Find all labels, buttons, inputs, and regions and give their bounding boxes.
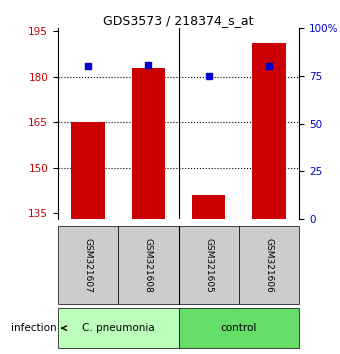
- Text: GSM321607: GSM321607: [84, 238, 92, 292]
- Bar: [178, 225, 239, 304]
- Text: infection: infection: [11, 323, 56, 333]
- Text: GSM321608: GSM321608: [144, 238, 153, 292]
- Bar: [58, 308, 178, 348]
- Bar: [71, 122, 105, 219]
- Text: control: control: [221, 323, 257, 333]
- Text: C. pneumonia: C. pneumonia: [82, 323, 154, 333]
- Text: GSM321606: GSM321606: [265, 238, 273, 292]
- Bar: [58, 225, 118, 304]
- Bar: [192, 195, 225, 219]
- Bar: [178, 308, 299, 348]
- Bar: [239, 225, 299, 304]
- Title: GDS3573 / 218374_s_at: GDS3573 / 218374_s_at: [103, 14, 254, 27]
- Text: GSM321605: GSM321605: [204, 238, 213, 292]
- Bar: [118, 225, 178, 304]
- Bar: [132, 68, 165, 219]
- Bar: [252, 44, 286, 219]
